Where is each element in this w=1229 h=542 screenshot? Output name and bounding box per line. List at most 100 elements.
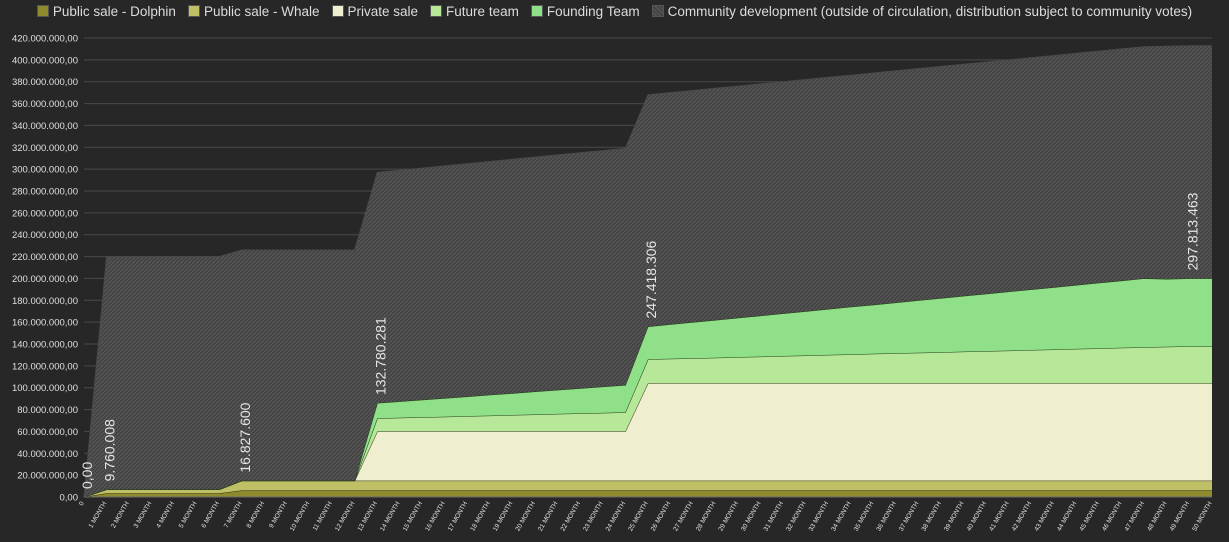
legend-swatch [187, 5, 200, 17]
x-tick-label: 2 MONTH [110, 500, 131, 529]
x-tick-label: 34 MONTH [830, 500, 853, 532]
x-tick-label: 11 MONTH [312, 500, 334, 532]
y-tick-label: 240.000.000,00 [12, 230, 78, 241]
y-tick-label: 120.000.000,00 [12, 361, 78, 372]
legend-swatch [331, 5, 344, 17]
x-tick-label: 18 MONTH [469, 500, 492, 532]
data-annotation-label: 0,00 [79, 462, 95, 489]
data-annotation-label: 16.827.600 [237, 402, 253, 472]
y-tick-label: 100.000.000,00 [12, 383, 78, 394]
x-tick-label: 19 MONTH [492, 500, 515, 532]
legend-swatch [651, 5, 664, 17]
y-tick-label: 80.000.000,00 [17, 405, 78, 416]
x-tick-label: 36 MONTH [875, 500, 898, 532]
y-tick-label: 280.000.000,00 [12, 187, 78, 198]
x-tick-label: 31 MONTH [763, 500, 786, 532]
x-tick-label: 29 MONTH [717, 500, 740, 532]
data-annotation-label: 9.760.008 [102, 419, 118, 481]
x-tick-label: 12 MONTH [334, 500, 357, 532]
legend-label: Future team [446, 3, 519, 19]
series-area [84, 480, 1212, 497]
legend-swatch [530, 5, 543, 17]
data-annotation-label: 247.418.306 [643, 240, 659, 318]
x-tick-label: 30 MONTH [740, 500, 763, 532]
legend-item: Founding Team [530, 3, 640, 19]
legend-item: Public sale - Dolphin [36, 3, 176, 19]
x-tick-label: 46 MONTH [1101, 500, 1124, 532]
x-tick-label: 14 MONTH [379, 500, 402, 532]
legend-label: Community development (outside of circul… [667, 3, 1193, 19]
y-tick-label: 360.000.000,00 [12, 99, 78, 110]
x-tick-label: 7 MONTH [223, 500, 244, 529]
legend-label: Public sale - Whale [203, 3, 320, 19]
x-tick-label: 44 MONTH [1056, 500, 1079, 532]
y-tick-label: 40.000.000,00 [17, 449, 78, 460]
y-tick-label: 380.000.000,00 [12, 77, 78, 88]
legend-label: Public sale - Dolphin [52, 3, 176, 19]
series-line [83, 45, 1212, 498]
x-tick-label: 39 MONTH [943, 500, 966, 532]
x-tick-label: 20 MONTH [514, 500, 537, 532]
series-area [84, 490, 1212, 497]
x-tick-label: 43 MONTH [1033, 500, 1056, 532]
x-tick-label: 23 MONTH [582, 500, 605, 532]
x-tick-label: 24 MONTH [605, 500, 628, 532]
series-area [84, 346, 1212, 497]
chart-legend: Public sale - Dolphin Public sale - Whale… [0, 0, 1229, 22]
legend-label: Private sale [347, 3, 419, 19]
x-tick-label: 47 MONTH [1124, 500, 1147, 532]
x-tick-label: 48 MONTH [1146, 500, 1169, 532]
legend-swatch [430, 5, 443, 17]
series-area [84, 45, 1212, 497]
y-tick-label: 180.000.000,00 [12, 296, 78, 307]
x-tick-label: 6 MONTH [200, 500, 221, 529]
x-tick-label: 3 MONTH [133, 500, 154, 529]
y-tick-label: 420.000.000,00 [12, 34, 78, 45]
x-tick-label: 5 MONTH [178, 500, 199, 529]
y-tick-label: 140.000.000,00 [12, 340, 78, 351]
x-tick-label: 4 MONTH [155, 500, 176, 529]
data-annotation-label: 297.813.463 [1184, 192, 1200, 270]
x-tick-label: 49 MONTH [1169, 500, 1192, 532]
x-tick-label: 22 MONTH [560, 500, 583, 532]
x-tick-label: 27 MONTH [672, 500, 695, 532]
legend-swatch [36, 5, 49, 17]
x-tick-label: 38 MONTH [921, 500, 944, 532]
legend-item: Future team [430, 4, 519, 19]
y-tick-label: 60.000.000,00 [17, 427, 78, 438]
y-tick-label: 340.000.000,00 [12, 121, 78, 132]
x-tick-label: 16 MONTH [424, 500, 447, 532]
x-tick-label: 8 MONTH [246, 500, 267, 529]
legend-item: Private sale [331, 3, 419, 19]
x-tick-label: 1 MONTH [88, 500, 109, 529]
x-tick-label: 17 MONTH [447, 500, 470, 532]
x-tick-label: 13 MONTH [357, 500, 380, 532]
x-tick-label: 50 MONTH [1191, 500, 1214, 532]
x-tick-label: 35 MONTH [853, 500, 876, 532]
legend-item: Public sale - Whale [187, 3, 320, 19]
data-annotation-label: 132.780.281 [372, 317, 388, 395]
legend-item: Community development (outside of circul… [651, 3, 1193, 19]
x-tick-label: 28 MONTH [695, 500, 718, 532]
x-tick-label: 33 MONTH [808, 500, 831, 532]
x-tick-label: 15 MONTH [402, 500, 425, 532]
legend-label: Founding Team [546, 3, 640, 19]
y-tick-label: 160.000.000,00 [12, 318, 78, 329]
x-tick-label: 42 MONTH [1011, 500, 1034, 532]
y-tick-label: 0,00 [60, 493, 79, 504]
y-tick-label: 260.000.000,00 [12, 208, 78, 219]
x-tick-label: 25 MONTH [627, 500, 650, 532]
x-tick-label: 0 [78, 500, 86, 507]
series-area [84, 383, 1212, 497]
x-tick-label: 26 MONTH [650, 500, 673, 532]
x-tick-label: 9 MONTH [268, 500, 289, 529]
x-tick-label: 21 MONTH [537, 500, 560, 532]
y-tick-label: 200.000.000,00 [12, 274, 78, 285]
x-tick-label: 41 MONTH [988, 500, 1011, 532]
y-tick-label: 400.000.000,00 [12, 55, 78, 66]
y-tick-label: 220.000.000,00 [12, 252, 78, 263]
y-tick-label: 20.000.000,00 [17, 471, 78, 482]
x-tick-label: 32 MONTH [785, 500, 808, 532]
